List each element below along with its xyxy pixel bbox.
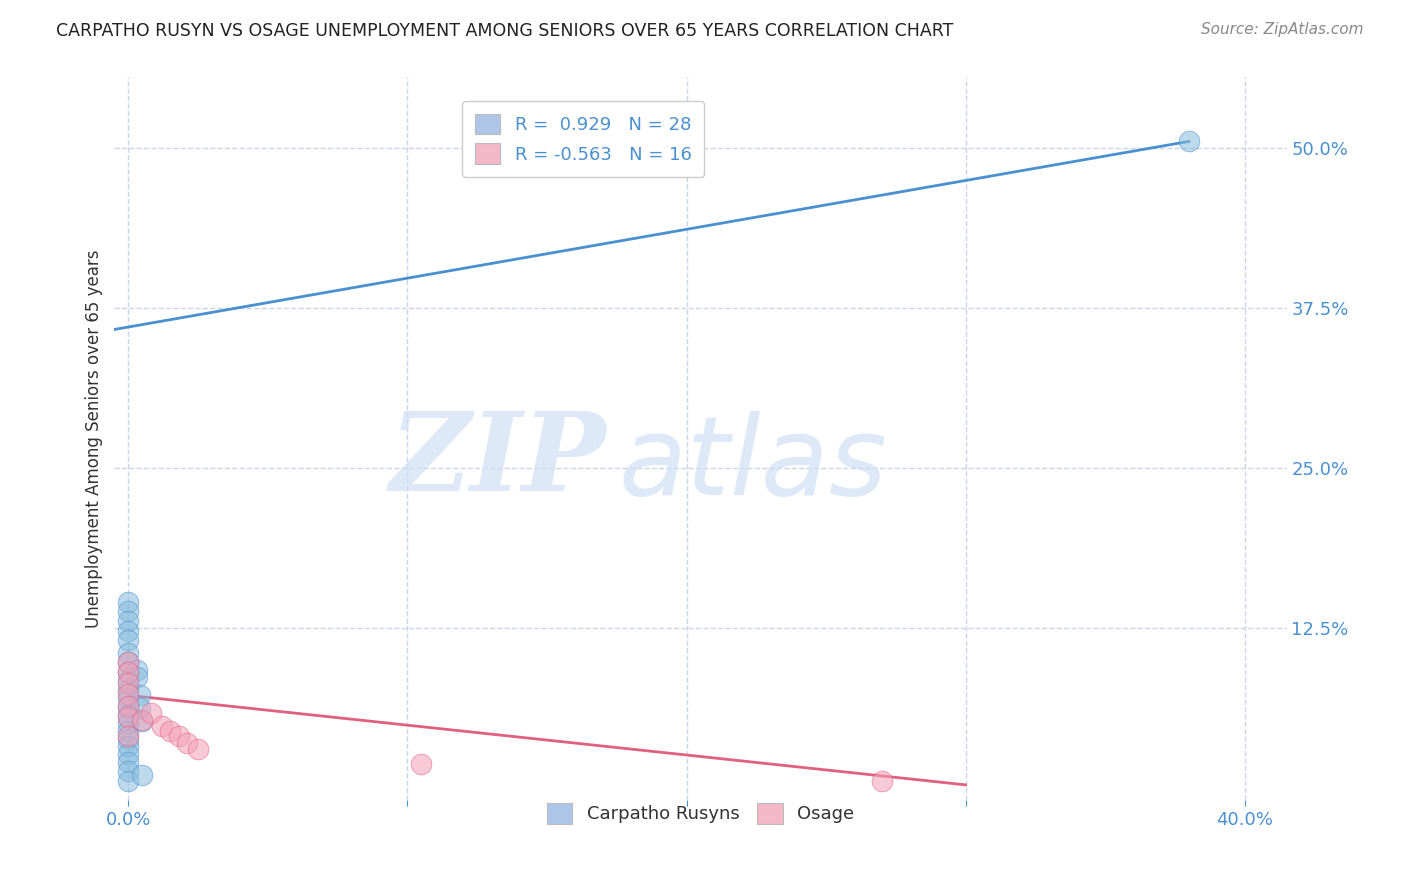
Point: [117, 655, 139, 669]
Point: [176, 736, 198, 750]
Point: [117, 687, 139, 701]
Point: [117, 698, 139, 713]
Text: atlas: atlas: [619, 410, 887, 517]
Point: [128, 689, 150, 703]
Text: Source: ZipAtlas.com: Source: ZipAtlas.com: [1201, 22, 1364, 37]
Point: [159, 724, 181, 739]
Point: [117, 665, 139, 680]
Point: [117, 747, 139, 761]
Point: [117, 739, 139, 754]
Y-axis label: Unemployment Among Seniors over 65 years: Unemployment Among Seniors over 65 years: [86, 250, 103, 628]
Point: [117, 655, 139, 669]
Point: [1178, 135, 1201, 149]
Point: [117, 683, 139, 698]
Point: [117, 774, 139, 789]
Point: [117, 699, 139, 714]
Point: [117, 595, 139, 609]
Point: [128, 701, 150, 715]
Text: ZIP: ZIP: [389, 407, 607, 515]
Point: [117, 716, 139, 731]
Point: [131, 713, 153, 727]
Point: [117, 729, 139, 743]
Point: [131, 767, 153, 781]
Point: [139, 706, 162, 721]
Point: [187, 742, 209, 756]
Point: [125, 670, 148, 684]
Point: [870, 774, 893, 789]
Text: CARPATHO RUSYN VS OSAGE UNEMPLOYMENT AMONG SENIORS OVER 65 YEARS CORRELATION CHA: CARPATHO RUSYN VS OSAGE UNEMPLOYMENT AMO…: [56, 22, 953, 40]
Point: [117, 707, 139, 722]
Point: [117, 604, 139, 618]
Point: [117, 710, 139, 724]
Point: [167, 729, 190, 743]
Point: [117, 614, 139, 628]
Point: [117, 675, 139, 690]
Point: [117, 665, 139, 680]
Point: [117, 646, 139, 660]
Point: [117, 674, 139, 689]
Point: [131, 714, 153, 728]
Point: [117, 724, 139, 739]
Point: [117, 624, 139, 639]
Point: [117, 764, 139, 778]
Legend: Carpatho Rusyns, Osage: Carpatho Rusyns, Osage: [536, 792, 865, 835]
Point: [125, 663, 148, 677]
Point: [411, 757, 433, 772]
Point: [117, 731, 139, 746]
Point: [117, 755, 139, 769]
Point: [150, 719, 173, 733]
Point: [117, 690, 139, 705]
Point: [117, 633, 139, 648]
